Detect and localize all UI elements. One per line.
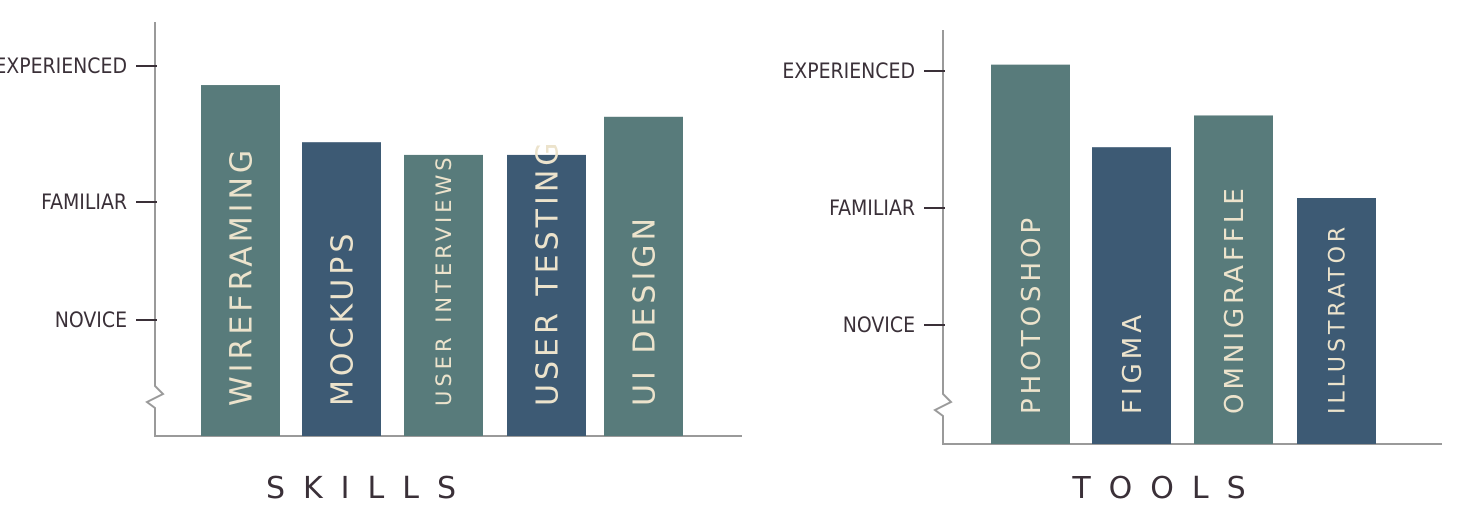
tools-chart: EXPERIENCED FAMILIAR NOVICE PHOTOSHOP FIGMA O… [782,30,1442,506]
bar [302,142,381,436]
bar [404,154,483,436]
y-tick-label: FAMILIAR [41,190,127,214]
bar-label: ILLUSTRATOR [1325,223,1350,414]
axis-lines [145,22,742,437]
bar-label: WIREFRAMING [224,146,259,406]
bar-label: USER INTERVIEWS [432,153,456,406]
bar [604,116,683,437]
bar [1194,115,1273,444]
y-tick-label: EXPERIENCED [782,59,915,83]
y-tick-label: EXPERIENCED [0,54,127,78]
y-tick-label: NOVICE [55,308,127,332]
bar-label: MOCKUPS [325,230,360,406]
bar-label: PHOTOSHOP [1017,214,1047,414]
bar [1297,198,1376,444]
chart-title: SKILLS [266,471,474,506]
y-tick-label: FAMILIAR [829,196,915,220]
chart-title: TOOLS [1071,471,1263,506]
bar-label: FIGMA [1118,311,1148,414]
bar [991,64,1070,445]
bar-label: UI DESIGN [627,214,662,406]
bar-label: USER TESTING [530,138,565,406]
skills-chart: EXPERIENCED FAMILIAR NOVICE WIREFRAMING MOCK… [0,22,742,506]
bar [201,85,280,437]
bar [1092,147,1171,444]
bar-label: OMNIGRAFFLE [1220,184,1250,414]
bar [507,154,586,436]
axis-lines [933,30,1442,445]
y-tick-label: NOVICE [843,313,915,337]
